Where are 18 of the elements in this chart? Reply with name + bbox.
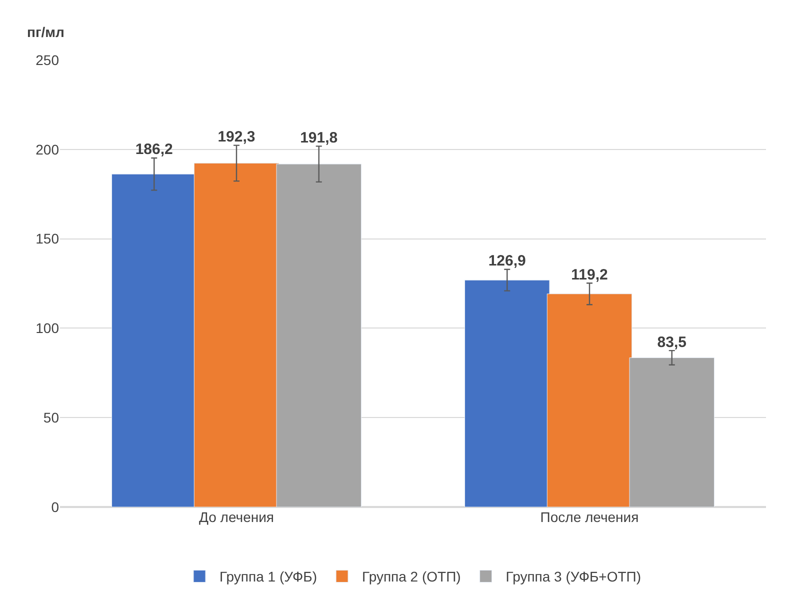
y-tick-label: 250 — [36, 52, 60, 68]
y-tick-label: 100 — [36, 320, 60, 336]
y-tick-label: 200 — [36, 141, 60, 158]
legend-label: Группа 3 (УФБ+ОТП) — [506, 568, 641, 585]
data-label: 126,9 — [488, 252, 526, 270]
data-label: 191,8 — [300, 129, 338, 146]
data-label: 192,3 — [218, 128, 256, 146]
legend-label: Группа 1 (УФБ) — [220, 568, 318, 585]
legend-label: Группа 2 (ОТП) — [362, 568, 461, 585]
x-tick-label: До лечения — [198, 509, 274, 525]
y-tick-label: 150 — [36, 230, 60, 247]
data-label: 119,2 — [571, 266, 608, 284]
y-axis-title: пг/мл — [27, 24, 64, 40]
data-label: 186,2 — [135, 141, 173, 158]
x-tick-label: После лечения — [540, 509, 639, 525]
data-label: 83,5 — [657, 334, 686, 351]
y-tick-label: 0 — [51, 498, 60, 515]
y-tick-label: 50 — [43, 410, 60, 426]
